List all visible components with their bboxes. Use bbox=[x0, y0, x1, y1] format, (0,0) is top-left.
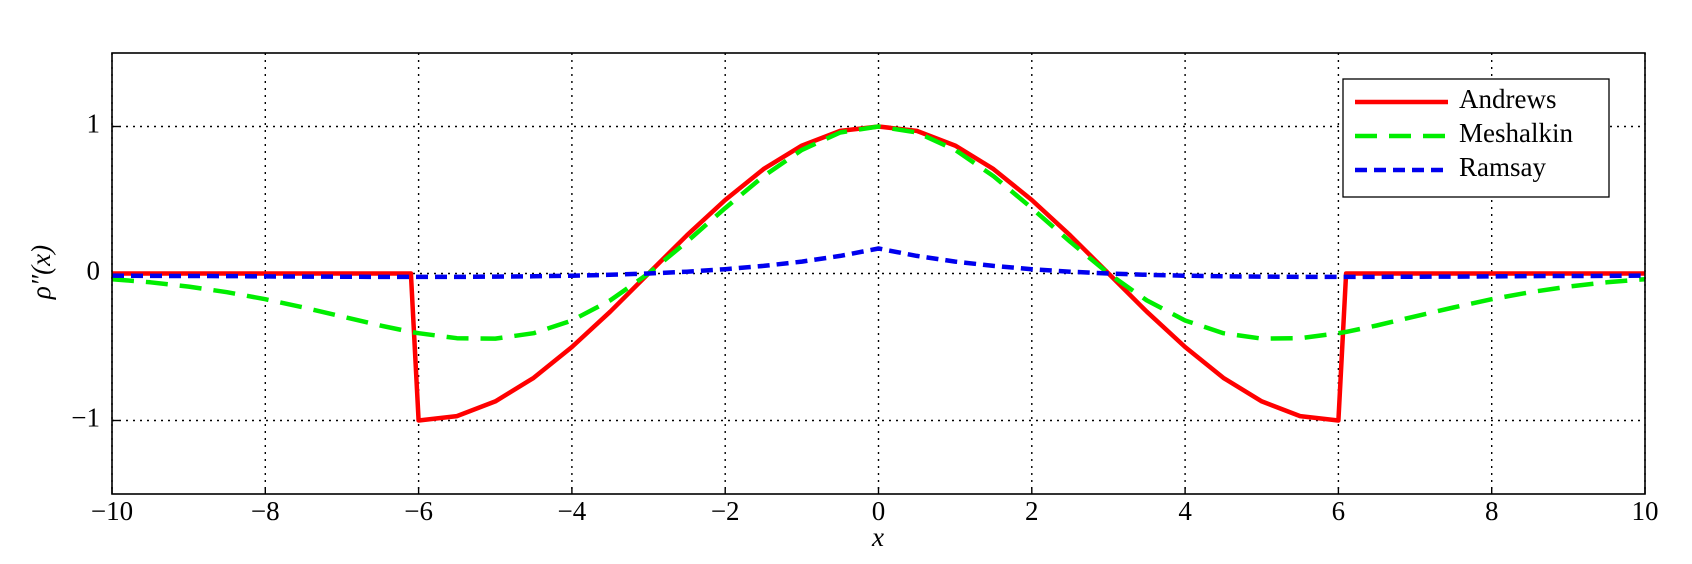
x-tick-label: −2 bbox=[711, 496, 740, 526]
y-tick-label: 0 bbox=[87, 256, 101, 286]
y-tick-label: 1 bbox=[87, 109, 101, 139]
legend-box bbox=[1342, 78, 1610, 198]
x-tick-label: 2 bbox=[1025, 496, 1039, 526]
legend-label: Andrews bbox=[1459, 84, 1556, 114]
plot-frame bbox=[111, 52, 1646, 495]
x-tick-label: 4 bbox=[1178, 496, 1192, 526]
series-line bbox=[111, 124, 1646, 341]
series-line bbox=[111, 246, 1646, 280]
x-tick-label: −4 bbox=[558, 496, 587, 526]
x-tick-label: 0 bbox=[872, 496, 886, 526]
x-tick-label: −6 bbox=[404, 496, 433, 526]
y-tick-label: −1 bbox=[71, 403, 100, 433]
x-tick-label: −8 bbox=[251, 496, 280, 526]
legend-label: Ramsay bbox=[1459, 152, 1546, 182]
x-axis-label: x bbox=[871, 522, 884, 552]
x-tick-label: 6 bbox=[1332, 496, 1346, 526]
x-tick-label: 10 bbox=[1632, 496, 1659, 526]
legend-label: Meshalkin bbox=[1459, 118, 1573, 148]
x-tick-label: −10 bbox=[91, 496, 133, 526]
x-tick-label: 8 bbox=[1485, 496, 1499, 526]
y-axis-label: ρ″(x) bbox=[26, 245, 56, 300]
